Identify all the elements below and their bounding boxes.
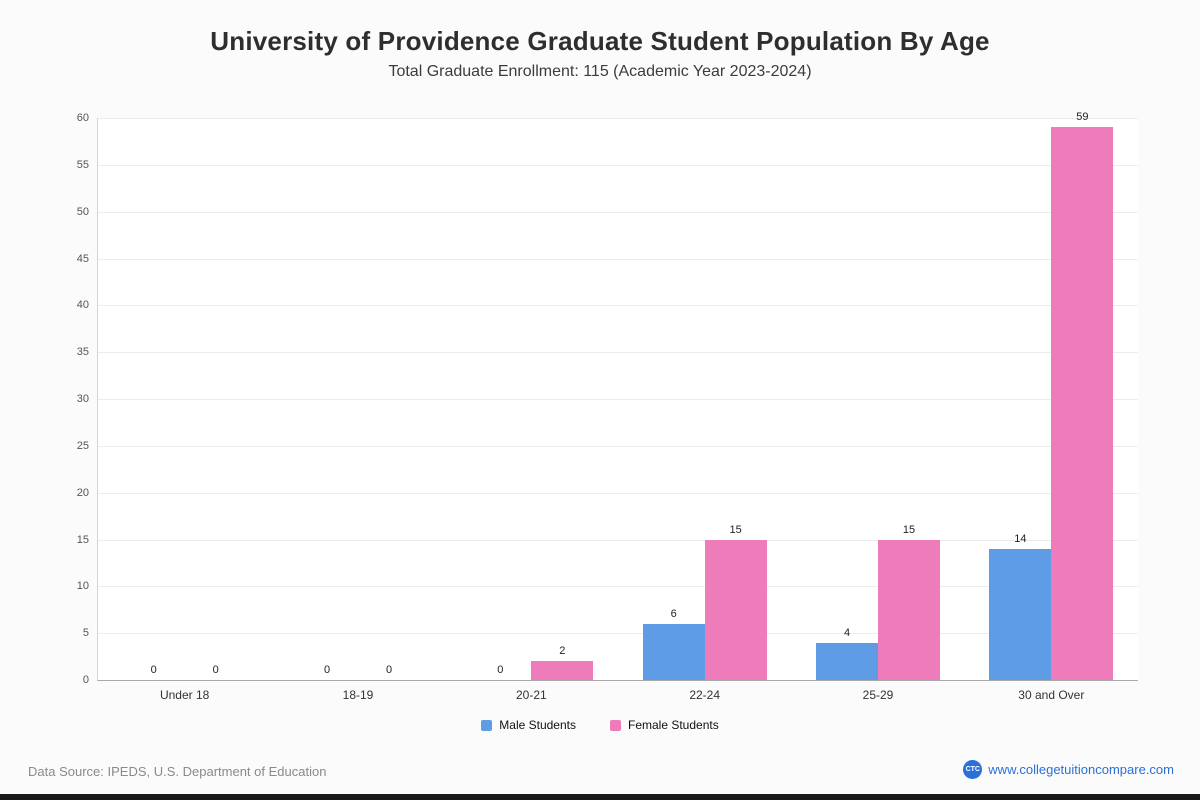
gridline — [98, 211, 1138, 213]
legend-item-male-students: Male Students — [481, 718, 576, 732]
bar-female-students-20-21 — [531, 661, 594, 680]
gridline — [98, 586, 1138, 588]
gridline — [98, 258, 1138, 260]
data-source-text: Data Source: IPEDS, U.S. Department of E… — [28, 764, 327, 779]
bar-value-label: 4 — [843, 626, 851, 639]
bar-value-label: 2 — [559, 645, 566, 658]
bar-male-students-25-29 — [816, 642, 878, 680]
bottom-divider-bar — [0, 794, 1200, 800]
bar-female-students-30-and-over — [1051, 127, 1114, 680]
ctc-logo-icon: CTC — [963, 760, 983, 779]
legend-item-female-students: Female Students — [610, 718, 719, 732]
y-axis-tick-label: 25 — [76, 439, 89, 452]
legend-label: Female Students — [628, 718, 719, 732]
bar-value-label: 0 — [323, 664, 331, 676]
y-axis-tick-label: 15 — [76, 533, 89, 546]
gridline — [98, 539, 1138, 541]
y-axis-tick-label: 5 — [82, 627, 89, 640]
y-axis-tick-label: 10 — [76, 580, 89, 593]
y-axis-tick-label: 40 — [76, 299, 89, 312]
x-axis-category-label: 20-21 — [515, 688, 547, 702]
gridline — [98, 399, 1138, 400]
gridline — [98, 492, 1138, 494]
bar-male-students-30-and-over — [989, 548, 1052, 680]
y-axis-tick-label: 45 — [76, 252, 89, 265]
x-axis-category-label: Under 18 — [159, 688, 210, 702]
gridline — [98, 352, 1138, 354]
bar-value-label: 0 — [150, 664, 157, 676]
bar-value-label: 15 — [729, 523, 742, 536]
x-axis-category-label: 18-19 — [342, 688, 374, 702]
bar-value-label: 0 — [212, 664, 219, 676]
legend-swatch-icon — [610, 719, 621, 731]
y-axis-tick-label: 35 — [76, 346, 89, 359]
legend-swatch-icon — [481, 719, 493, 731]
site-attribution: CTC www.collegetuitioncompare.com — [963, 760, 1174, 779]
bar-value-label: 6 — [670, 607, 677, 620]
page-title: University of Providence Graduate Studen… — [210, 26, 990, 56]
bar-female-students-22-24 — [704, 539, 767, 680]
y-axis-tick-label: 55 — [76, 158, 89, 171]
chart-legend: Male Students Female Students — [0, 718, 1200, 732]
y-axis-tick-label: 30 — [76, 393, 89, 405]
bar-male-students-22-24 — [642, 623, 705, 680]
bar-female-students-25-29 — [878, 539, 940, 680]
gridline — [98, 305, 1138, 307]
x-axis-category-label: 30 and Over — [1018, 688, 1085, 702]
y-axis-tick-label: 20 — [76, 486, 89, 499]
legend-label: Male Students — [499, 718, 576, 732]
gridline — [98, 118, 1138, 119]
bar-value-label: 15 — [902, 523, 916, 536]
gridline — [98, 445, 1138, 447]
x-axis-category-label: 25-29 — [862, 688, 894, 702]
gridline — [98, 164, 1138, 166]
y-axis-tick-label: 50 — [76, 205, 89, 218]
bar-value-label: 0 — [497, 664, 504, 676]
y-axis-tick-label: 0 — [82, 674, 89, 686]
x-axis-category-label: 22-24 — [689, 688, 721, 702]
bar-value-label: 0 — [385, 664, 393, 676]
bar-value-label: 14 — [1014, 532, 1027, 545]
bar-chart-plot-area: 0 5 10 15 20 25 30 35 40 45 50 55 60 0 0 Under 18 0 0 18-1… — [77, 111, 1138, 702]
gridline — [98, 633, 1138, 635]
page-subtitle: Total Graduate Enrollment: 115 (Academic… — [388, 63, 812, 80]
site-link[interactable]: www.collegetuitioncompare.com — [988, 762, 1174, 777]
bar-value-label: 59 — [1076, 111, 1089, 124]
y-axis-tick-label: 60 — [76, 112, 89, 124]
